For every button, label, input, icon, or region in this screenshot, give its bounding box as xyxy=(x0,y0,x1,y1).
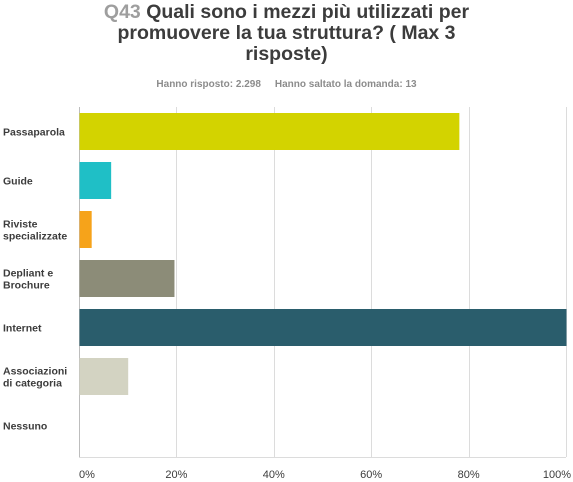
category-label: Passaparola xyxy=(3,127,65,139)
x-tick-label: 60% xyxy=(360,469,382,481)
x-tick-label: 40% xyxy=(263,469,285,481)
question-title: Q43 Quali sono i mezzi più utilizzati pe… xyxy=(0,2,573,65)
question-number: Q43 xyxy=(103,1,141,23)
category-label: di categoria xyxy=(3,378,62,390)
x-tick-label: 80% xyxy=(458,469,480,481)
x-tick-label: 0% xyxy=(79,469,95,481)
bar xyxy=(79,260,175,297)
question-title-line-1: Quali sono i mezzi più utilizzati per xyxy=(146,1,470,23)
category-label: Associazioni xyxy=(3,366,67,378)
category-label: Guide xyxy=(3,176,33,188)
bar xyxy=(79,309,567,346)
category-label: Internet xyxy=(3,323,42,335)
response-stats: Hanno risposto: 2.298 Hanno saltato la do… xyxy=(0,79,573,90)
skipped-count: Hanno saltato la domanda: 13 xyxy=(274,79,417,90)
question-title-line-3: risposte) xyxy=(245,43,328,65)
bar xyxy=(79,113,460,150)
category-label: Nessuno xyxy=(3,421,47,433)
category-label: Riviste xyxy=(3,219,38,231)
category-label: Depliant e xyxy=(3,268,53,280)
question-title-line-2: promuovere la tua struttura? ( Max 3 xyxy=(117,22,456,44)
x-tick-label: 20% xyxy=(165,469,187,481)
bar xyxy=(79,211,92,248)
answered-count: Hanno risposto: 2.298 xyxy=(156,79,261,90)
category-label: Brochure xyxy=(3,280,50,292)
bar xyxy=(79,358,129,395)
x-tick-label: 100% xyxy=(543,469,571,481)
bar xyxy=(79,162,112,199)
category-label: specializzate xyxy=(3,231,67,243)
